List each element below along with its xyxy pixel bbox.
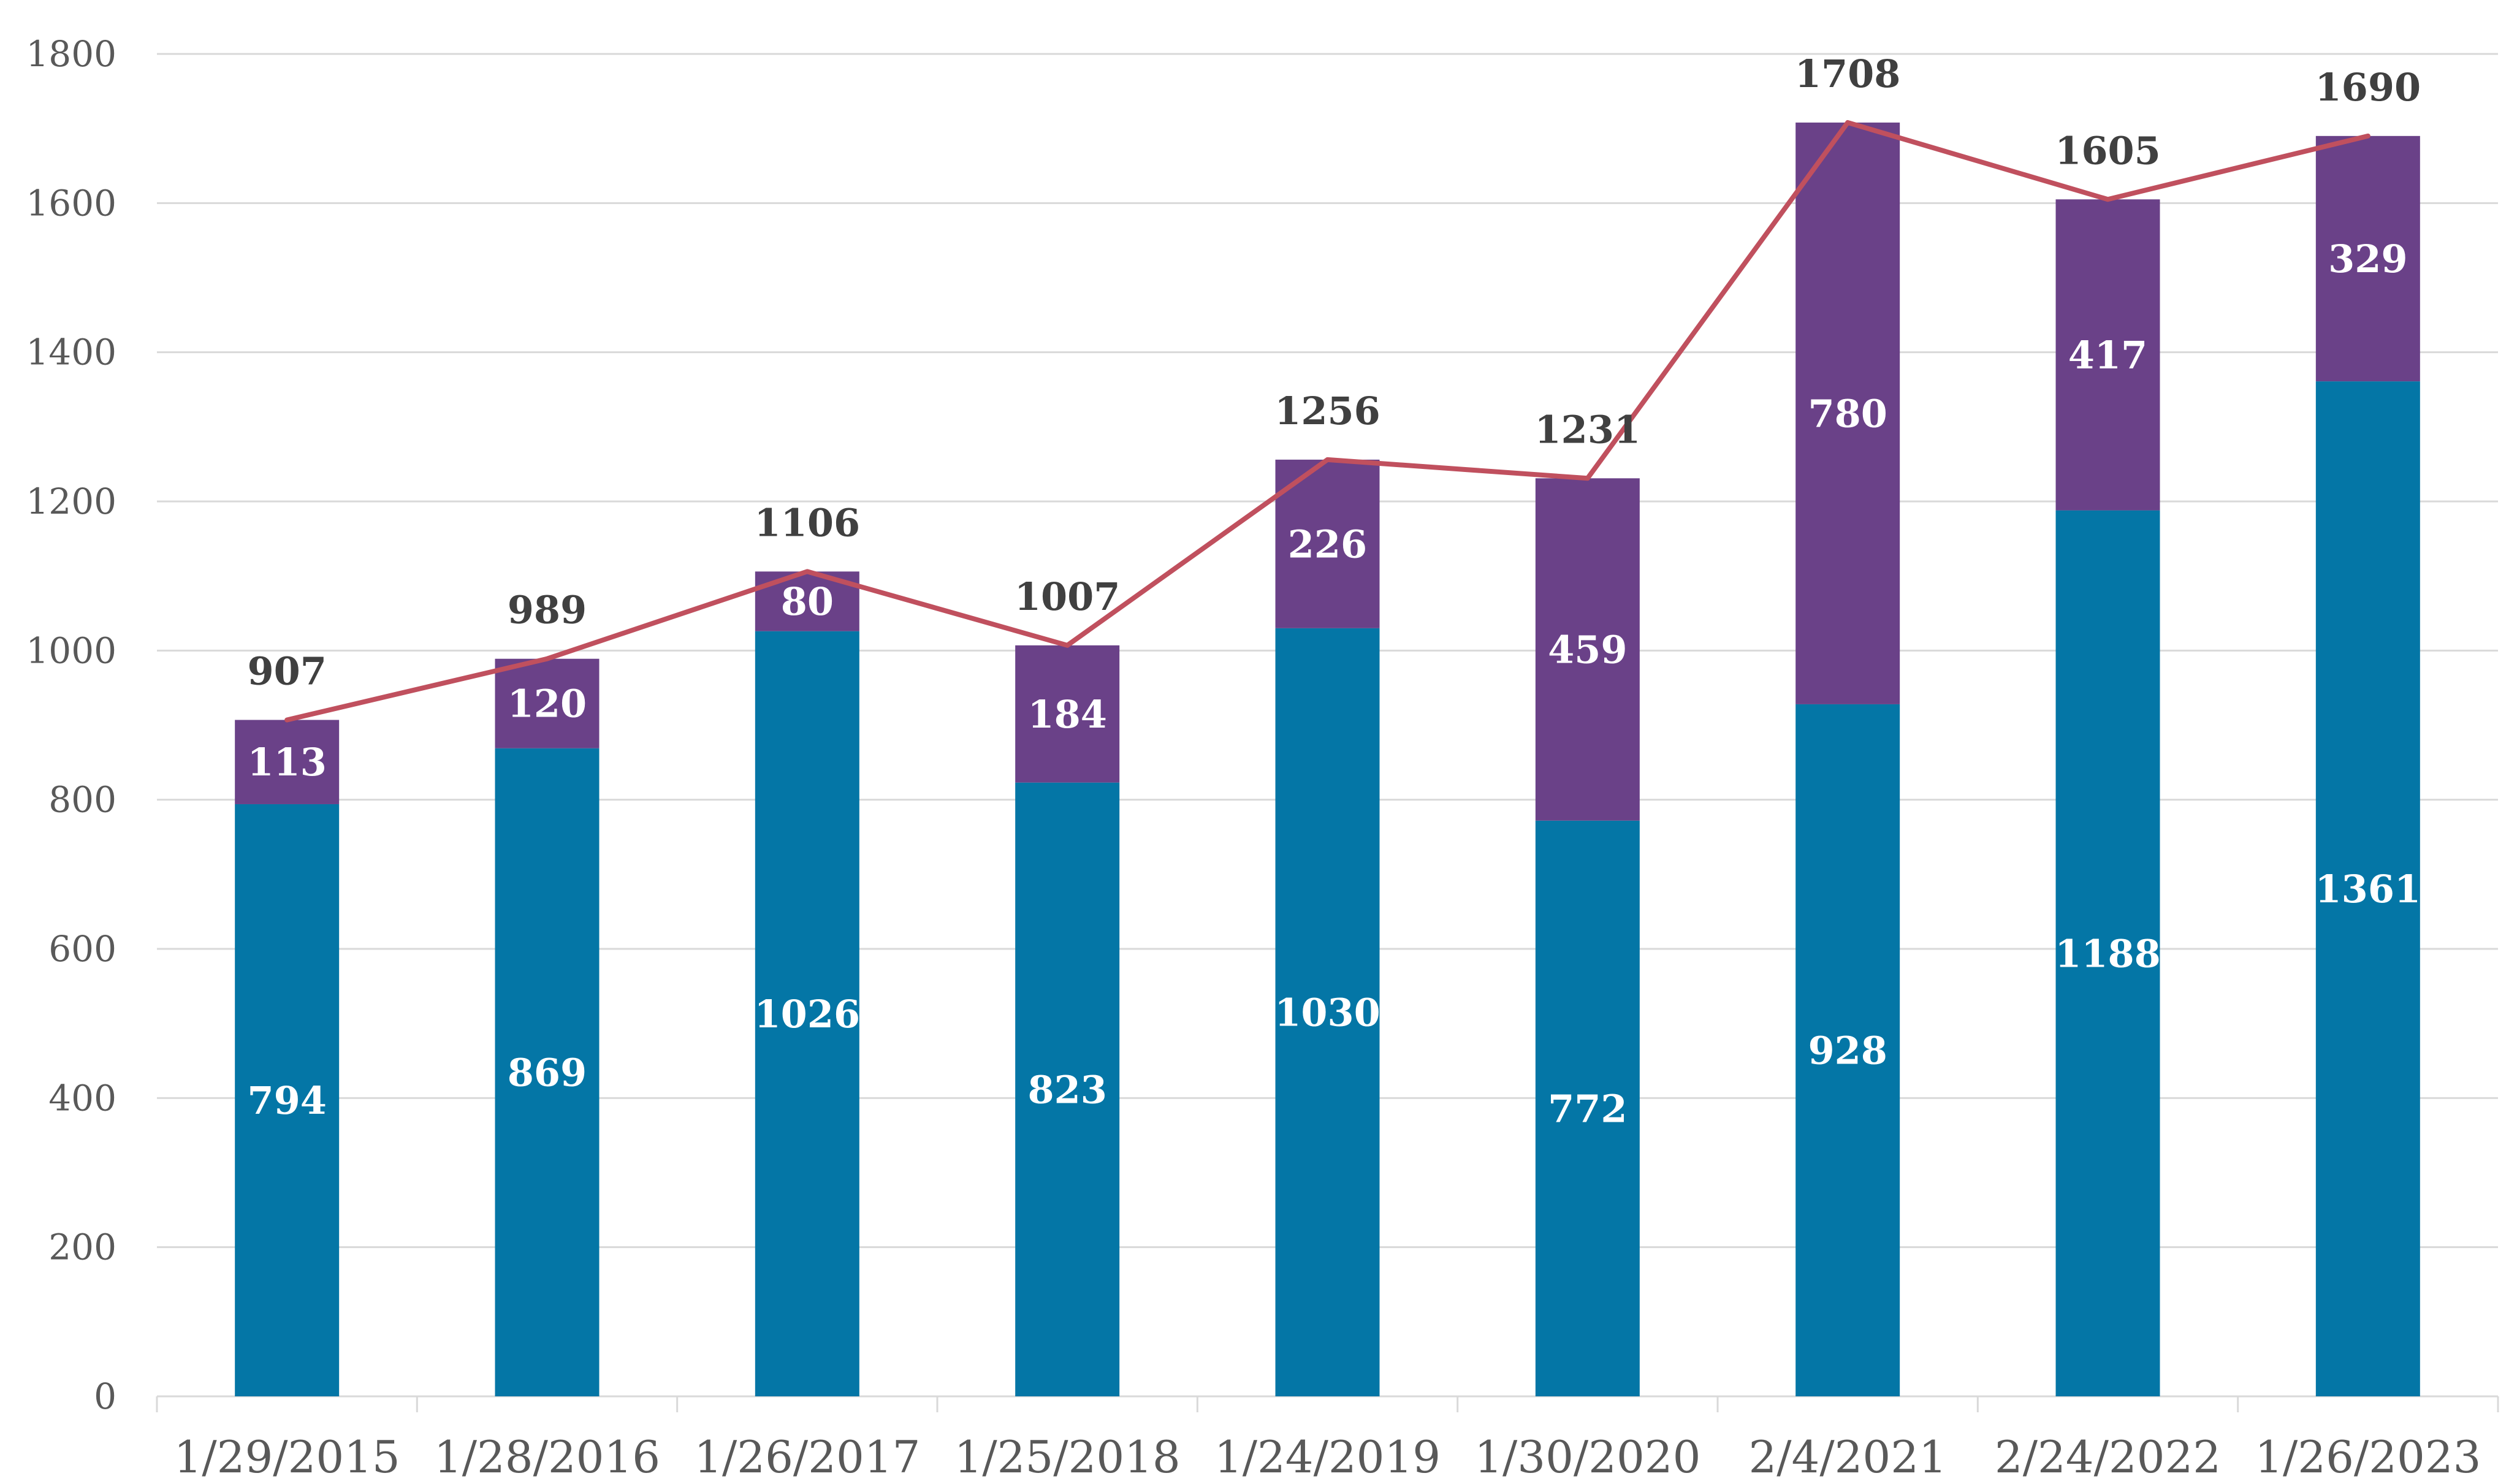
segment-data-label: 120 xyxy=(508,682,587,726)
segment-data-label: 794 xyxy=(247,1078,326,1123)
segment-data-label: 113 xyxy=(247,740,326,785)
segment-data-label: 1026 xyxy=(755,992,861,1037)
total-data-label: 1690 xyxy=(2315,65,2421,110)
y-tick-label: 1400 xyxy=(26,332,116,373)
total-data-label: 1231 xyxy=(1535,407,1641,452)
segment-data-label: 417 xyxy=(2068,333,2147,378)
total-line-path xyxy=(284,120,2370,723)
y-tick-label: 0 xyxy=(94,1376,116,1417)
segment-data-label: 780 xyxy=(1808,391,1887,436)
segment-data-label: 772 xyxy=(1548,1086,1627,1131)
bar-segment-2 xyxy=(235,720,340,804)
total-line xyxy=(284,120,2370,723)
bar-segment-1 xyxy=(1795,704,1900,1396)
bar-segment-1 xyxy=(235,804,340,1396)
bar-segment-2 xyxy=(495,658,600,748)
x-tick-label: 2/24/2022 xyxy=(1995,1431,2221,1483)
bar-segment-1 xyxy=(2055,510,2160,1396)
bar-segment-1 xyxy=(495,748,600,1396)
segment-data-label: 329 xyxy=(2328,237,2407,281)
bar-segment-2 xyxy=(1535,478,1640,821)
x-tick-label: 1/25/2018 xyxy=(954,1431,1181,1483)
bar-segment-1 xyxy=(1535,820,1640,1396)
segment-data-label: 1030 xyxy=(1274,990,1380,1035)
bar-segment-1 xyxy=(2315,381,2420,1396)
bar-segment-2 xyxy=(1795,122,1900,704)
bar-segment-1 xyxy=(755,631,859,1396)
axes: 0 200 400 600 800 1000 1200 1400 1600 1800 1/29/20… xyxy=(26,33,2499,1483)
segment-data-label: 869 xyxy=(508,1050,587,1095)
total-data-label: 1106 xyxy=(755,500,861,545)
segment-data-label: 80 xyxy=(781,579,834,624)
total-data-label: 989 xyxy=(508,588,587,633)
y-tick-label: 600 xyxy=(48,928,116,970)
x-tick-label: 1/24/2019 xyxy=(1214,1431,1441,1483)
total-data-label: 1708 xyxy=(1795,51,1901,96)
segment-data-label: 1361 xyxy=(2315,867,2421,911)
segment-data-label: 459 xyxy=(1548,628,1627,672)
segment-data-label: 226 xyxy=(1288,522,1367,566)
x-tick-label: 1/29/2015 xyxy=(174,1431,400,1483)
x-tick-label: 1/28/2016 xyxy=(434,1431,660,1483)
total-data-label: 907 xyxy=(247,649,326,693)
bar-segment-2 xyxy=(2315,135,2420,382)
segment-data-label: 928 xyxy=(1808,1028,1887,1073)
total-data-label: 1256 xyxy=(1274,389,1380,433)
y-tick-label: 200 xyxy=(48,1227,116,1268)
y-tick-label: 400 xyxy=(48,1077,116,1119)
x-tick-label: 1/26/2023 xyxy=(2255,1431,2481,1483)
total-data-label: 1605 xyxy=(2055,128,2161,173)
bar-segment-2 xyxy=(1275,459,1380,628)
x-tick-label: 2/4/2021 xyxy=(1748,1431,1946,1483)
y-tick-label: 800 xyxy=(48,779,116,821)
x-tick-label: 1/30/2020 xyxy=(1474,1431,1700,1483)
data-labels: 794 113 869 120 1026 80 823 184 1030 226 772 459 928… xyxy=(247,51,2421,1131)
y-tick-label: 1200 xyxy=(26,481,116,522)
segment-data-label: 1188 xyxy=(2055,931,2161,976)
y-tick-label: 1800 xyxy=(26,33,116,75)
bars xyxy=(235,122,2420,1396)
x-tick-label: 1/26/2017 xyxy=(694,1431,920,1483)
bar-segment-2 xyxy=(2055,199,2160,511)
y-tick-label: 1600 xyxy=(26,182,116,224)
y-tick-label: 1000 xyxy=(26,630,116,671)
bar-segment-2 xyxy=(1015,645,1120,783)
bar-segment-1 xyxy=(1015,782,1120,1396)
bar-segment-1 xyxy=(1275,628,1380,1396)
segment-data-label: 184 xyxy=(1027,692,1106,737)
total-data-label: 1007 xyxy=(1015,574,1121,619)
segment-data-label: 823 xyxy=(1027,1067,1106,1112)
